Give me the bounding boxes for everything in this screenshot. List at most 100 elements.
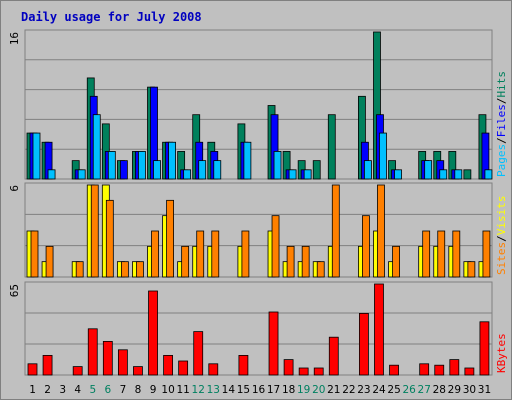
x-tick-label: 17 (267, 384, 280, 396)
pages-bar-day-29 (454, 169, 463, 180)
x-tick-label: 25 (387, 384, 400, 396)
legend-pages: Pages (495, 144, 508, 177)
x-tick-label: 12 (192, 384, 205, 396)
kbytes-bar-day-2 (42, 354, 53, 376)
pages-bar-day-5 (92, 114, 101, 180)
kbytes-bar-day-6 (102, 340, 113, 376)
sites-bar-day-24 (377, 184, 385, 278)
pages-bar-day-2 (47, 169, 56, 180)
sites-bar-day-25 (392, 245, 400, 278)
x-tick-label: 5 (89, 384, 96, 396)
pages-bar-day-27 (424, 160, 433, 180)
sites-bar-day-10 (166, 199, 174, 278)
pages-bar-day-31 (484, 169, 493, 180)
sites-bar-day-6 (105, 199, 114, 278)
x-tick-label: 29 (448, 384, 461, 396)
kbytes-bar-day-17 (268, 311, 279, 376)
sites-bar-day-21 (331, 184, 340, 278)
kbytes-bar-day-4 (72, 366, 83, 376)
pages-bar-day-12 (198, 160, 207, 180)
sites-bar-day-31 (482, 230, 491, 278)
sites-bar-day-30 (467, 261, 476, 278)
kbytes-bar-day-15 (238, 354, 249, 376)
kbytes-bar-day-24 (374, 283, 384, 376)
legend-files: Files (495, 104, 508, 137)
x-tick-label: 20 (312, 384, 325, 396)
pages-bar-day-17 (273, 151, 282, 180)
x-tick-label: 15 (237, 384, 250, 396)
pages-bar-day-18 (288, 169, 297, 180)
legend-sites: Sites (495, 242, 508, 275)
middle-panel-ymax-label: 6 (8, 185, 21, 192)
pages-bar-day-1 (32, 132, 41, 180)
legend-visits: Visits (495, 196, 508, 236)
kbytes-bar-day-13 (208, 363, 219, 376)
kbytes-bar-day-18 (283, 359, 294, 376)
x-tick-label: 31 (478, 384, 491, 396)
middle-panel-legend: Sites/Visits (495, 196, 508, 276)
x-tick-label: 1 (29, 384, 36, 396)
kbytes-bar-day-9 (148, 290, 158, 376)
kbytes-bar-day-5 (87, 328, 98, 376)
kbytes-bar-day-10 (163, 354, 173, 376)
kbytes-bar-day-25 (389, 364, 399, 376)
kbytes-bar-day-11 (178, 360, 189, 376)
sites-bar-day-11 (181, 245, 190, 278)
legend-sep: / (495, 235, 508, 242)
sites-bar-day-29 (452, 230, 461, 278)
pages-bar-day-23 (364, 160, 372, 180)
x-tick-labels: 1 2 3 4 5 6 7 8 9 10 11 12 13 14 15 16 17 18 19 20 21 22 23 24 2… (29, 384, 491, 396)
kbytes-bar-day-31 (479, 321, 490, 376)
chart-title: Daily usage for July 2008 (21, 10, 202, 24)
x-tick-label: 9 (150, 384, 157, 396)
sites-bar-day-7 (120, 261, 129, 278)
x-tick-label: 7 (120, 384, 127, 396)
x-tick-label: 19 (297, 384, 310, 396)
sites-bar-day-27 (422, 230, 431, 278)
top-panel-legend: Pages/Files/Hits (495, 71, 508, 177)
sites-bar-day-18 (286, 245, 295, 278)
pages-bar-day-28 (439, 169, 448, 180)
sites-bar-day-19 (301, 245, 310, 278)
pages-bar-day-15 (243, 141, 252, 180)
x-tick-label: 26 (402, 384, 416, 396)
x-tick-label: 8 (135, 384, 142, 396)
kbytes-bar-day-12 (193, 331, 204, 376)
top-panel-ymax-label: 16 (8, 32, 21, 45)
sites-bar-day-9 (151, 230, 159, 278)
kbytes-bar-day-7 (117, 349, 128, 376)
pages-bar-day-19 (303, 169, 312, 180)
kbytes-bar-day-27 (419, 363, 430, 376)
sites-bar-day-20 (316, 261, 325, 278)
hits-bar-day-21 (327, 114, 336, 180)
kbytes-bar-day-21 (328, 336, 339, 376)
x-tick-label: 13 (207, 384, 220, 396)
sites-bar-day-13 (211, 230, 220, 278)
x-tick-label: 22 (342, 384, 355, 396)
x-tick-label: 2 (44, 384, 51, 396)
bottom-panel-legend: KBytes (495, 333, 508, 373)
bar-groups (26, 31, 493, 376)
x-tick-label: 28 (433, 384, 446, 396)
x-tick-label: 4 (74, 384, 81, 396)
kbytes-bar-day-19 (298, 367, 309, 376)
bottom-panel-ymax-label: 65 (8, 284, 21, 297)
legend-sep2: / (495, 98, 508, 105)
sites-bar-day-8 (136, 261, 144, 278)
x-tick-label: 23 (357, 384, 370, 396)
kbytes-bar-day-23 (359, 312, 369, 376)
pages-bar-day-9 (153, 160, 161, 180)
pages-bar-day-10 (168, 141, 176, 180)
kbytes-bar-day-8 (133, 366, 143, 376)
kbytes-bar-day-30 (464, 367, 475, 376)
x-tick-label: 11 (176, 384, 189, 396)
legend-kbytes: KBytes (495, 333, 508, 373)
x-tick-label: 30 (463, 384, 476, 396)
x-tick-label: 6 (105, 384, 112, 396)
pages-bar-day-11 (183, 169, 192, 180)
sites-bar-day-2 (45, 245, 54, 278)
pages-bar-day-4 (77, 169, 86, 180)
x-tick-label: 10 (161, 384, 174, 396)
x-tick-label: 27 (418, 384, 431, 396)
